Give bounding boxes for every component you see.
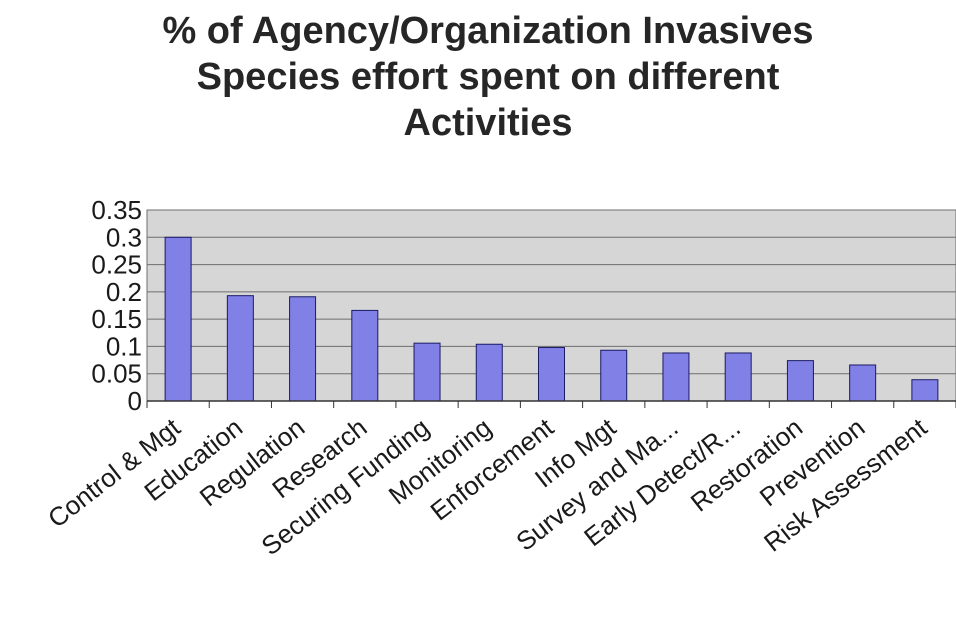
y-tick-label: 0.1 (106, 331, 142, 361)
y-tick-label: 0.35 (91, 195, 142, 225)
chart-title-line-1: % of Agency/Organization Invasives (162, 10, 814, 52)
y-tick-label: 0.3 (106, 222, 142, 252)
bar (849, 364, 877, 402)
y-tick-label: 0.25 (91, 250, 142, 280)
x-axis-category-labels: Control & MgtEducationRegulationResearch… (42, 412, 933, 562)
y-tick-label: 0 (128, 386, 142, 416)
bar (662, 352, 690, 402)
bar (600, 349, 628, 402)
bar (786, 360, 814, 402)
y-tick-label: 0.05 (91, 359, 142, 389)
y-tick-label: 0.2 (106, 277, 142, 307)
bar (226, 295, 254, 402)
chart-title-line-2: Species effort spent on different (196, 56, 780, 98)
bar (413, 342, 441, 402)
bar (164, 236, 192, 402)
bar (351, 309, 379, 402)
x-axis-tick-marks (146, 401, 956, 408)
y-axis-tick-labels: 00.050.10.150.20.250.30.35 (91, 195, 142, 416)
bars (164, 236, 939, 402)
y-tick-label: 0.15 (91, 304, 142, 334)
bar (475, 343, 503, 402)
bar (538, 347, 565, 402)
bar (289, 296, 317, 402)
chart-title: % of Agency/Organization Invasives Speci… (0, 8, 956, 146)
chart-title-line-3: Activities (403, 102, 573, 144)
bar (911, 379, 939, 402)
bar (724, 352, 752, 402)
